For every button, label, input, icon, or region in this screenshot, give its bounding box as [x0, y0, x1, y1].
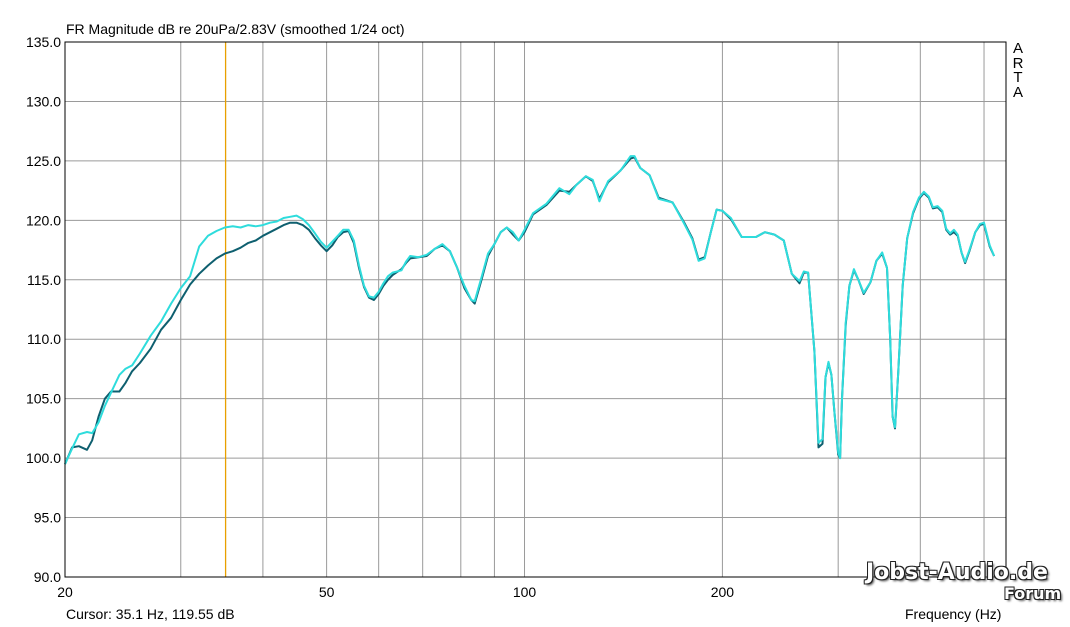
series-layer — [64, 155, 996, 465]
arta-letter: A — [1012, 83, 1023, 101]
x-tick-label: 20 — [57, 584, 73, 600]
x-axis-label: Frequency (Hz) — [905, 606, 1002, 622]
watermark-title: Jobst-Audio.de — [866, 560, 1048, 585]
y-tick-label: 125.0 — [26, 153, 61, 169]
tick-labels: 90.0 95.0 100.0 105.0 110.0 115.0 120.0 125.0 13… — [26, 34, 734, 600]
arta-letter: T — [1013, 69, 1023, 86]
chart-title: FR Magnitude dB re 20uPa/2.83V (smoothed… — [66, 21, 405, 37]
watermark-subtitle: Forum — [1004, 584, 1062, 603]
arta-letter: R — [1012, 54, 1024, 72]
y-tick-label: 90.0 — [34, 569, 61, 585]
y-tick-label: 110.0 — [27, 331, 61, 347]
plot-border — [64, 41, 1007, 578]
y-tick-label: 95.0 — [34, 510, 61, 526]
arta-letter: A — [1012, 40, 1023, 57]
y-tick-label: 115.0 — [27, 272, 61, 288]
x-tick-label: 200 — [711, 584, 735, 600]
y-tick-label: 130.0 — [26, 93, 61, 109]
series-line-2 — [64, 155, 996, 465]
y-tick-label: 105.0 — [26, 391, 61, 407]
x-tick-label: 100 — [513, 584, 537, 600]
y-tick-label: 100.0 — [26, 450, 61, 466]
y-tick-label: 135.0 — [26, 34, 61, 50]
x-tick-label: 50 — [319, 584, 335, 600]
y-tick-label: 120.0 — [26, 212, 61, 228]
cursor-readout: Cursor: 35.1 Hz, 119.55 dB — [66, 606, 235, 622]
arta-logo: A R T A — [1011, 40, 1025, 101]
